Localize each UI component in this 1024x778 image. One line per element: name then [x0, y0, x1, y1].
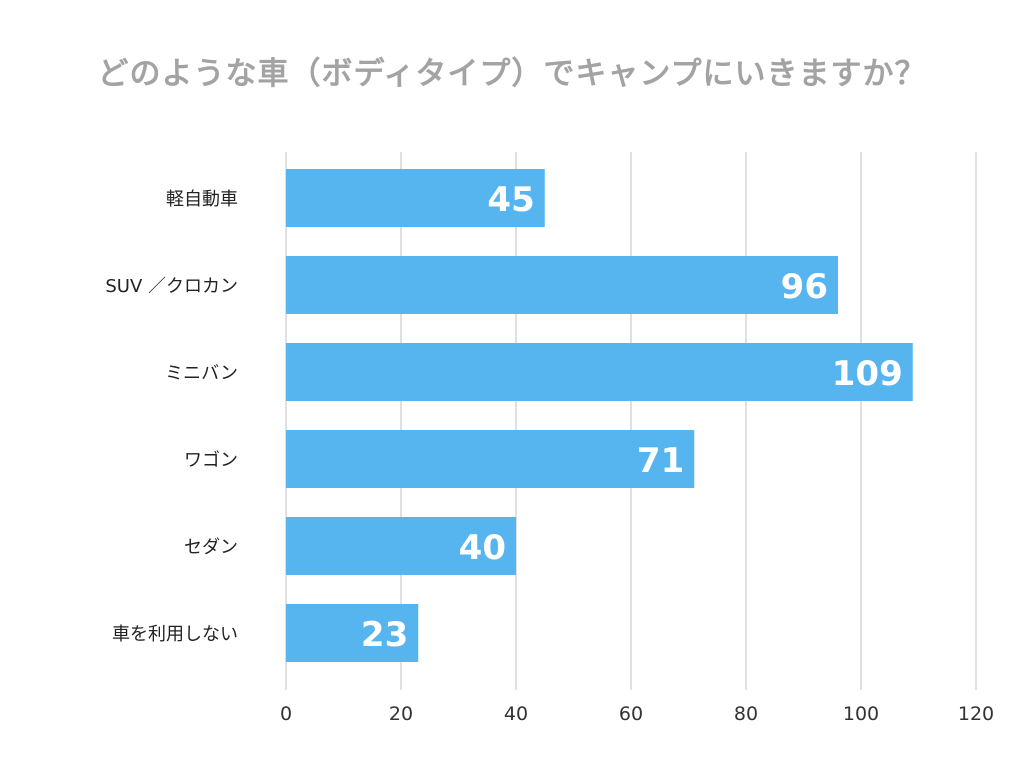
bar: [286, 517, 516, 575]
bar: [286, 256, 838, 314]
data-label: 96: [781, 267, 828, 307]
data-label: 45: [487, 180, 534, 220]
data-label: 109: [832, 354, 903, 394]
x-tick-label: 80: [734, 703, 758, 725]
x-tick-label: 20: [389, 703, 413, 725]
category-label: ワゴン: [184, 450, 238, 471]
x-tick-label: 100: [843, 703, 879, 725]
x-tick-label: 0: [280, 703, 292, 725]
category-label: SUV ／クロカン: [105, 276, 238, 297]
x-tick-label: 40: [504, 703, 528, 725]
bar: [286, 604, 419, 662]
category-label: 軽自動車: [166, 189, 238, 210]
x-tick-label: 60: [619, 703, 643, 725]
category-label: セダン: [184, 537, 238, 558]
category-label: 車を利用しない: [112, 624, 238, 645]
data-label: 23: [361, 615, 408, 655]
chart-title: どのような車（ボディタイプ）でキャンプにいきますか？: [97, 56, 927, 92]
data-label: 71: [637, 441, 684, 481]
bar: [286, 430, 695, 488]
data-label: 40: [459, 528, 506, 568]
bar: [286, 169, 545, 227]
x-tick-label: 120: [958, 703, 994, 725]
category-label: ミニバン: [165, 363, 238, 384]
bar: [286, 343, 913, 401]
